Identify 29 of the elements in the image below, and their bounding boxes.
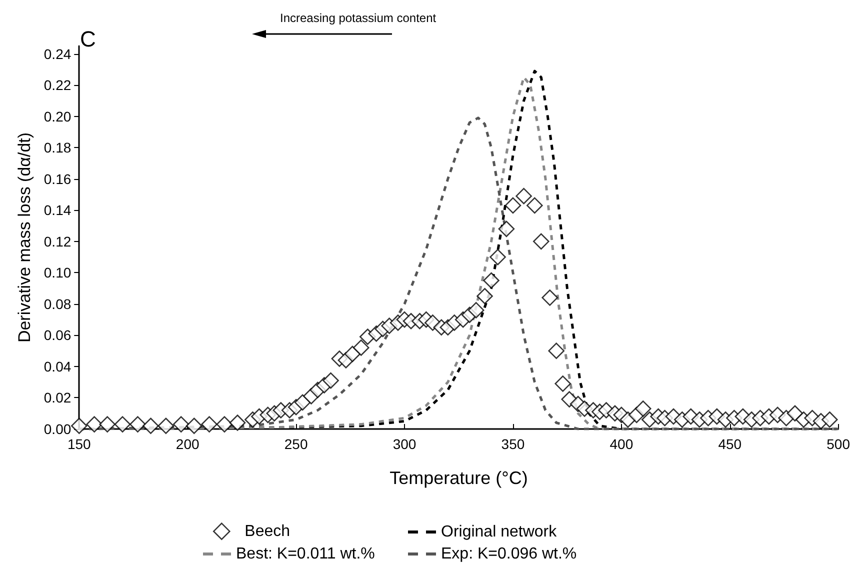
y-tick-label: 0.14 [44, 202, 72, 218]
y-tick-label: 0.10 [44, 264, 72, 281]
y-tick-label: 0.18 [44, 140, 72, 156]
x-tick-label: 300 [392, 436, 416, 452]
y-tick-label: 0.06 [44, 327, 72, 344]
y-tick-label: 0.16 [44, 170, 72, 187]
y-tick-label: 0.22 [44, 77, 72, 94]
y-tick-label: 0.02 [44, 390, 72, 406]
x-tick-label: 400 [610, 436, 634, 452]
legend-label: Best: K=0.011 wt.% [236, 546, 375, 562]
y-tick-label: 0.08 [44, 296, 72, 312]
legend-label: Exp: K=0.096 wt.% [441, 546, 577, 562]
x-tick-label: 250 [284, 436, 308, 452]
x-axis-title: Temperature (°C) [390, 468, 528, 488]
text: Increasing potassium content [280, 11, 437, 25]
legend-label: Beech [244, 522, 290, 540]
legend-label: Original network [441, 524, 558, 540]
x-tick-label: 450 [718, 436, 742, 452]
y-tick-label: 0.04 [44, 358, 72, 374]
x-tick-label: 200 [176, 436, 200, 452]
y-tick-label: 0.20 [44, 108, 72, 124]
annotation: C [80, 26, 96, 52]
y-tick-label: 0.24 [44, 46, 72, 62]
x-tick-label: 350 [501, 436, 525, 452]
y-tick-label: 0.00 [44, 421, 72, 437]
y-tick-label: 0.12 [44, 233, 72, 250]
y-axis-title: Derivative mass loss (dα/dt) [15, 132, 34, 343]
x-tick-label: 500 [826, 436, 850, 452]
x-tick-label: 150 [67, 436, 92, 452]
